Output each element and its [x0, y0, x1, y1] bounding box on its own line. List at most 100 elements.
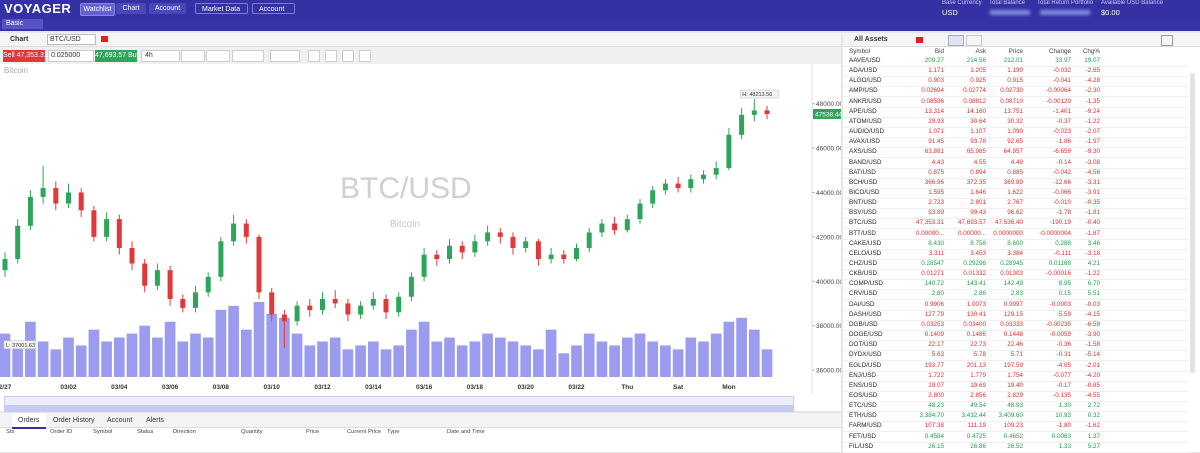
cell: 0.03400 [963, 320, 986, 328]
candle-body [497, 232, 503, 237]
row-separator[interactable] [843, 228, 1188, 230]
row-separator[interactable] [843, 411, 1188, 413]
tool[interactable] [342, 50, 354, 62]
row-separator[interactable] [843, 289, 1188, 291]
volume-bar [88, 329, 100, 377]
row-separator[interactable] [843, 248, 1188, 250]
symbol: AUDIO/USD [849, 128, 884, 136]
row-separator[interactable] [843, 106, 1188, 108]
row-separator[interactable] [843, 147, 1188, 149]
row-separator[interactable] [843, 177, 1188, 179]
row-separator[interactable] [843, 319, 1188, 321]
chart-type[interactable] [181, 50, 205, 62]
candle-body [548, 254, 554, 260]
row-separator[interactable] [843, 157, 1188, 159]
cell: 0.01332 [963, 270, 986, 278]
scrollbar[interactable] [1190, 73, 1195, 373]
buy-button[interactable]: 47,693.57 Buy [95, 50, 140, 62]
row-separator[interactable] [843, 258, 1188, 260]
volume-bar [25, 321, 36, 377]
row-separator[interactable] [843, 390, 1188, 392]
row-separator[interactable] [843, 309, 1188, 311]
candle-body [307, 305, 313, 311]
candle-body [650, 190, 656, 204]
grid-view[interactable] [966, 35, 982, 46]
column-header: Status [137, 429, 154, 435]
tab-basic[interactable]: Basic [2, 19, 43, 29]
sell-button[interactable]: Sell 47,353.31 [3, 50, 48, 62]
cell: -12.66 [1053, 178, 1071, 186]
menu-label: Account [259, 6, 285, 13]
cell: -2.01 [1085, 361, 1100, 369]
candle-body [40, 188, 46, 197]
candle-body [675, 183, 681, 189]
row-separator[interactable] [843, 197, 1188, 199]
list-view[interactable] [948, 35, 964, 46]
cell: 3.46 [1087, 239, 1100, 247]
drawing[interactable] [270, 50, 300, 62]
row-separator[interactable] [843, 329, 1188, 331]
cell: 4.49 [1010, 158, 1023, 166]
cell: 1.0073 [966, 300, 986, 308]
tool[interactable] [359, 50, 371, 62]
stat-label: Total Return Portfolio [1037, 0, 1094, 6]
row-separator[interactable] [843, 380, 1188, 382]
compare[interactable] [232, 50, 264, 62]
row-separator[interactable] [843, 116, 1188, 118]
row-separator[interactable] [843, 421, 1188, 423]
row-separator[interactable] [843, 66, 1188, 67]
candle-body [205, 276, 211, 293]
cell: 0.915 [1007, 77, 1023, 85]
row-separator[interactable] [843, 340, 1188, 342]
nav-watchlist[interactable]: Watchlist [80, 3, 115, 16]
row-separator[interactable] [843, 238, 1188, 240]
cell: -1.22 [1085, 117, 1100, 125]
cell: 8.600 [1007, 239, 1023, 247]
cell: -0.31 [1056, 351, 1071, 359]
row-separator[interactable] [843, 299, 1188, 301]
symbol-input[interactable]: BTC/USD [47, 34, 96, 45]
interval-select[interactable]: 4h [141, 50, 180, 62]
tool[interactable] [325, 50, 337, 62]
cell: -3.18 [1085, 249, 1100, 257]
panel-icon[interactable] [1161, 35, 1173, 46]
color-flag[interactable] [916, 37, 923, 43]
row-separator[interactable] [843, 96, 1188, 98]
row-separator[interactable] [843, 370, 1188, 372]
row-separator[interactable] [843, 431, 1188, 433]
cell: 0.00000... [957, 229, 986, 237]
row-separator[interactable] [843, 126, 1188, 128]
color-flag[interactable] [101, 36, 108, 42]
menu-account[interactable]: Account [252, 3, 295, 14]
symbol: ETC/USD [849, 402, 877, 410]
cell: 2.856 [970, 391, 986, 399]
assets-title[interactable]: All Assets [854, 36, 888, 43]
cell: 30.64 [970, 117, 986, 125]
row-separator[interactable] [843, 360, 1188, 362]
tool[interactable] [308, 50, 320, 62]
row-separator[interactable] [843, 187, 1188, 189]
row-separator[interactable] [843, 167, 1188, 169]
row-separator[interactable] [843, 269, 1188, 270]
row-separator[interactable] [843, 441, 1188, 443]
row-separator[interactable] [843, 86, 1188, 88]
row-separator[interactable] [843, 137, 1188, 139]
navigator-area [5, 405, 793, 411]
row-separator[interactable] [843, 400, 1188, 402]
row-separator[interactable] [843, 218, 1188, 220]
row-separator[interactable] [843, 208, 1188, 210]
candle-body [637, 203, 643, 220]
row-separator[interactable] [843, 279, 1188, 281]
nav-account[interactable]: Account [149, 3, 186, 14]
quantity-select[interactable]: 0.025000 [48, 50, 94, 62]
orders-tab: Orders [18, 417, 40, 424]
symbol: APE/USD [849, 107, 877, 115]
nav-chart[interactable]: Chart [116, 3, 146, 14]
row-separator[interactable] [843, 350, 1188, 352]
candle-body [370, 299, 376, 306]
cell: -0.023 [1053, 128, 1071, 136]
cell: 372.35 [966, 178, 986, 186]
menu-market-data[interactable]: Market Data [195, 3, 248, 14]
indicators[interactable] [206, 50, 230, 62]
row-separator[interactable] [843, 76, 1188, 78]
